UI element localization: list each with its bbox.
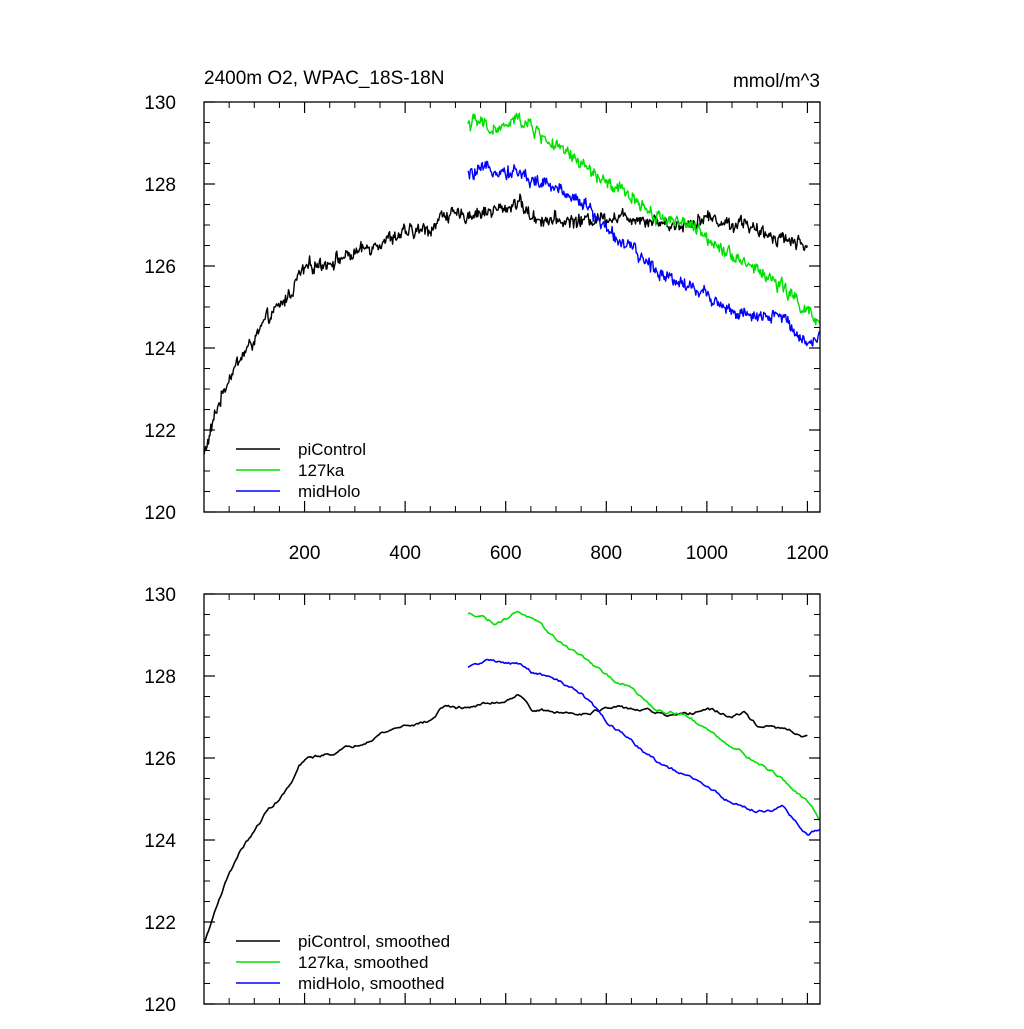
top-x-tick-label: 600 [490, 543, 522, 564]
bottom-series-line-2 [467, 658, 820, 836]
bottom-y-tick-label: 128 [144, 667, 176, 688]
bottom-legend-label: 127ka, smoothed [298, 953, 428, 972]
top-axes: 120 122 124 126 128 130 200 400 600 800 1000 1200 [144, 93, 828, 564]
bottom-legend-label: piControl, smoothed [298, 932, 450, 951]
top-y-tick-label: 130 [144, 93, 176, 114]
top-y-tick-label: 124 [144, 339, 176, 360]
bottom-y-tick-label: 122 [144, 913, 176, 934]
top-series-group [203, 112, 821, 455]
top-y-tick-label: 126 [144, 257, 176, 278]
top-legend-label: piControl [298, 440, 366, 459]
bottom-plot-frame [203, 593, 821, 1005]
top-x-tick-label: 400 [389, 543, 421, 564]
top-legend: piControl 127ka midHolo [236, 440, 366, 501]
top-y-tick-label: 122 [144, 421, 176, 442]
top-legend-label: 127ka [298, 461, 345, 480]
top-series-line-2 [467, 160, 821, 347]
top-y-tick-label: 128 [144, 175, 176, 196]
bottom-series-group [203, 610, 821, 943]
bottom-legend: piControl, smoothed 127ka, smoothed midHol… [236, 932, 450, 993]
bottom-series-line-1 [467, 610, 821, 821]
chart-title: 2400m O2, WPAC_18S-18N [204, 68, 444, 89]
top-legend-label: midHolo [298, 482, 360, 501]
bottom-y-tick-label: 120 [144, 995, 176, 1016]
top-x-tick-label: 1000 [686, 543, 728, 564]
units-label: mmol/m^3 [733, 71, 820, 92]
top-x-tick-label: 1200 [786, 543, 828, 564]
bottom-series-line-0 [203, 693, 808, 943]
bottom-y-tick-label: 126 [144, 749, 176, 770]
top-series-line-1 [467, 112, 821, 326]
top-panel: 120 122 124 126 128 130 200 400 600 800 1000 1200 p… [144, 93, 828, 564]
bottom-axes: 120 122 124 126 128 130 [144, 585, 820, 1016]
top-y-tick-label: 120 [144, 503, 176, 524]
bottom-legend-label: midHolo, smoothed [298, 974, 444, 993]
top-x-tick-label: 200 [289, 543, 321, 564]
top-x-tick-label: 800 [590, 543, 622, 564]
bottom-y-tick-label: 124 [144, 831, 176, 852]
top-series-line-0 [203, 193, 809, 455]
bottom-y-tick-label: 130 [144, 585, 176, 606]
